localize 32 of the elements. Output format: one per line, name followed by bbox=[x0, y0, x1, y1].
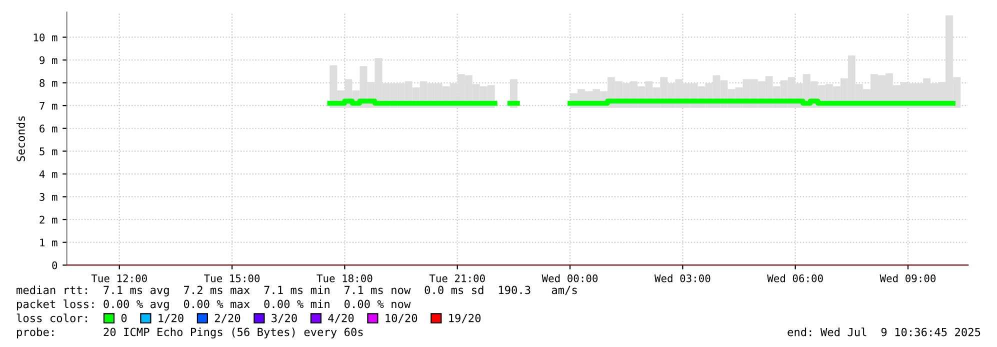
y-tick-label: 5 m bbox=[40, 148, 58, 156]
y-tick-label: 3 m bbox=[40, 192, 58, 201]
y-tick-label: 1 m bbox=[40, 238, 58, 246]
x-tick-label: Wed 03:00 bbox=[654, 274, 710, 282]
x-tick-label: Tue 21:00 bbox=[429, 274, 485, 282]
x-tick-label: Tue 18:00 bbox=[316, 274, 372, 282]
text: end: Wed Jul 9 10:36:45 2025 bbox=[788, 328, 980, 336]
y-tick-label: 9 m bbox=[40, 56, 58, 64]
x-tick-label: Wed 00:00 bbox=[542, 274, 598, 282]
legend-title: loss color: bbox=[16, 314, 87, 322]
y-tick-label: 4 m bbox=[39, 170, 58, 178]
legend-label: 3/20 bbox=[272, 314, 297, 324]
y-axis-title: Seconds bbox=[16, 116, 25, 162]
y-tick-label: 2 m bbox=[40, 216, 58, 224]
text: probe: 20 ICMP Echo Pings (56 Bytes) every 60s bbox=[17, 328, 363, 338]
legend-label: 2/20 bbox=[214, 314, 240, 324]
x-tick-label: Tue 15:00 bbox=[204, 274, 260, 282]
x-tick-label: Tue 12:00 bbox=[91, 274, 147, 282]
legend-label: 0 bbox=[121, 314, 127, 322]
x-tick-label: Wed 09:00 bbox=[880, 274, 936, 282]
y-tick-label: 6 m bbox=[40, 124, 58, 133]
legend-label: 4/20 bbox=[328, 314, 354, 324]
legend-label: 10/20 bbox=[386, 314, 418, 324]
y-tick-label: 7 m bbox=[40, 102, 58, 110]
y-tick-label: 10 m bbox=[34, 33, 58, 42]
y-tick-label: 8 m bbox=[40, 79, 58, 87]
text: median rtt: 7.1 ms avg 7.2 ms max 7.1 ms min 7.1 ms now 0.0 ms sd 190.3 am/s bbox=[16, 286, 577, 296]
legend-label: 19/20 bbox=[449, 314, 481, 324]
x-tick-label: Wed 06:00 bbox=[767, 274, 823, 282]
text: packet loss: 0.00 % avg 0.00 % max 0.00 % min 0.00 % now bbox=[17, 300, 411, 310]
legend-label: 1/20 bbox=[158, 314, 184, 324]
y-tick-label: 0 bbox=[52, 261, 58, 270]
